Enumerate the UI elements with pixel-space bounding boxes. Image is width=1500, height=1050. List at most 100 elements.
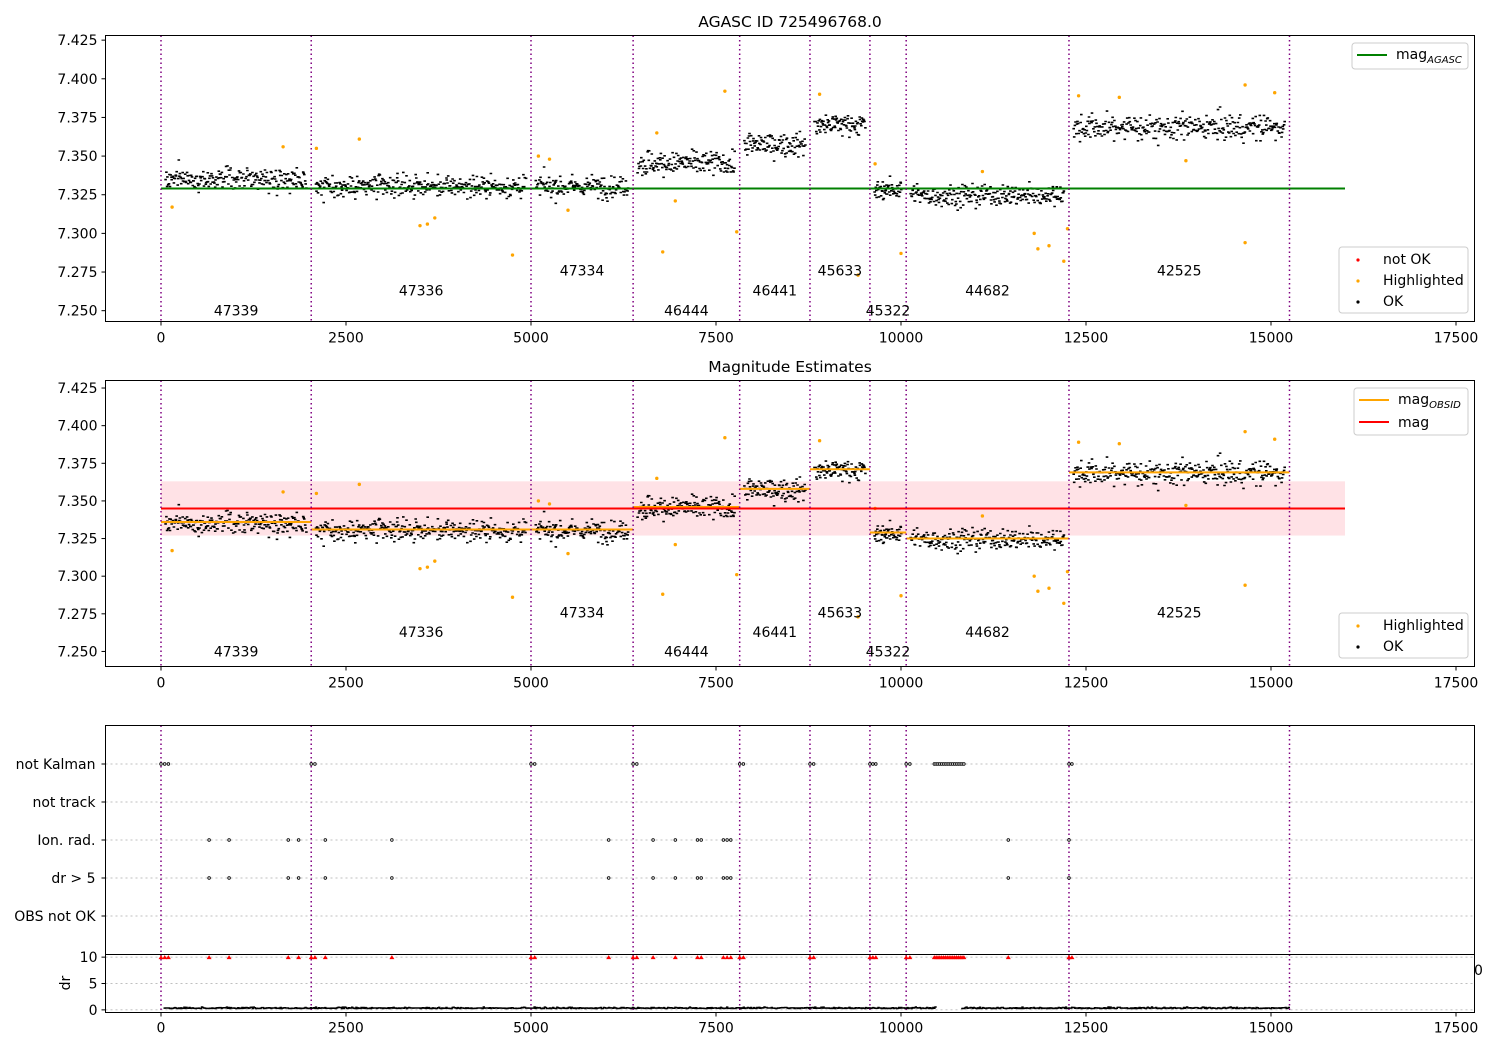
p4-flag-marker	[606, 955, 612, 960]
p2-highlighted-point	[170, 548, 174, 553]
p4-flag-marker	[158, 955, 164, 960]
p3-not-kalman-point	[166, 762, 171, 766]
p3-ion-rad-point	[390, 838, 394, 842]
p3-dr5-point	[699, 876, 703, 880]
p1-ok-points-obs-42525	[1072, 106, 1286, 147]
p2-point-legend-box	[1338, 612, 1469, 659]
p2-legend-highlighted: Highlighted	[1383, 618, 1464, 634]
p2-obsid-label: 47339	[214, 644, 259, 660]
p1-ok-points-obs-47339	[164, 159, 308, 197]
p4-xtick-label: 10000	[879, 1021, 924, 1037]
p2-ok-points-obs-44682	[909, 525, 1066, 555]
p4-flag-marker	[1005, 955, 1011, 960]
p2-xtick-label: 17500	[1434, 676, 1479, 692]
p2-legend-mag: mag	[1398, 415, 1429, 431]
p2-highlighted-point	[655, 476, 659, 481]
p2-ytick-label: 7.400	[57, 419, 97, 435]
p2-highlighted-point	[673, 542, 677, 547]
p3-not-kalman-point	[904, 762, 908, 766]
p4-ytick-label: 10	[80, 950, 98, 966]
p1-ytick-label: 7.350	[57, 149, 97, 165]
p4-flag-marker	[630, 955, 636, 960]
p3-not-kalman-point	[811, 762, 816, 766]
p1-obsid-label: 45322	[866, 304, 911, 320]
p3-dr5-point	[725, 876, 729, 880]
p3-not-kalman-point	[1067, 762, 1071, 766]
p3-ion-rad-point	[227, 838, 231, 842]
p2-highlighted-point	[547, 502, 552, 506]
p3-dr5-point	[323, 876, 327, 880]
p1-point-legend-box	[1338, 246, 1469, 314]
p3-dr5-point	[286, 876, 290, 880]
p2-obsid-label-layer: 47339 47336 47334 46444 46441 45633 45322 44682…	[214, 605, 1202, 660]
p1-highlighted-point	[856, 273, 860, 277]
p3-not-kalman-point	[529, 762, 533, 766]
p2-highlighted-point	[536, 499, 541, 503]
p4-frame	[105, 954, 1475, 1013]
p4-flag-marker	[206, 955, 212, 960]
p3-y-ticks: not Kalman not track Ion. rad. dr > 5 OBS no…	[14, 757, 106, 925]
p1-obsid-label: 47334	[560, 263, 605, 279]
p2-xtick-label: 15000	[1249, 676, 1294, 692]
p4-stray-tick-label: 0	[1474, 963, 1483, 979]
p2-highlighted-point	[314, 491, 319, 496]
p2-highlighted-point	[1243, 583, 1247, 587]
p1-highlighted-point	[1184, 159, 1188, 163]
p3-not-kalman-point	[871, 762, 875, 766]
p4-flag-marker	[737, 955, 743, 960]
p1-frame	[105, 35, 1475, 322]
p1-highlighted-point	[899, 251, 903, 256]
p2-legend-ok: OK	[1383, 639, 1404, 655]
p1-highlighted-point	[735, 230, 739, 234]
p4-xtick-label: 17500	[1434, 1021, 1479, 1037]
p1-obsid-label: 46441	[753, 284, 798, 300]
p1-highlighted-point	[314, 146, 319, 151]
p1-highlighted-point	[1076, 94, 1081, 98]
p3-ion-rad-point	[323, 838, 327, 842]
p4-flag-marker	[528, 955, 534, 960]
p1-xtick-label: 10000	[879, 331, 924, 347]
p2-ok-points-obs-47336	[314, 516, 528, 547]
p2-x-ticks: 0 2500 5000 7500 10000 12500 15000 17500	[157, 666, 1479, 692]
p4-ytick-label: 0	[89, 1003, 98, 1019]
p2-highlighted-point	[433, 559, 437, 563]
p4-flag-marker	[698, 955, 704, 960]
p3-not-kalman-point	[808, 762, 812, 766]
p1-legend-ok-marker	[1356, 300, 1360, 304]
p3-not-kalman-point	[908, 762, 912, 766]
p2-ytick-label: 7.275	[57, 607, 97, 623]
p3-dr5-point	[695, 876, 700, 880]
p3-dr5-point	[673, 876, 677, 880]
p3-ion-rad-point	[296, 838, 301, 842]
p3-dr5-point	[227, 876, 231, 880]
p1-highlighted-point	[1036, 247, 1040, 251]
p3-not-kalman-point	[313, 762, 317, 766]
p3-flag-points-layer	[159, 762, 1074, 880]
p1-legend-mag-agasc: magAGASC	[1396, 47, 1462, 66]
p2-highlighted-point	[661, 592, 665, 596]
p1-ok-points-obs-45633	[813, 114, 867, 139]
p2-ytick-label: 7.250	[57, 644, 97, 660]
p1-highlighted-point	[1273, 91, 1277, 95]
p2-highlighted-point	[899, 594, 903, 598]
p1-ok-points-obs-47334	[534, 166, 630, 205]
p3-ion-rad-point	[1067, 838, 1071, 842]
p1-obsid-label-layer: 47339 47336 47334 46444 46441 45633 45322 44682…	[214, 263, 1202, 319]
p2-highlighted-point	[1062, 601, 1066, 605]
p4-xtick-label: 0	[157, 1021, 166, 1037]
p3-ion-rad-point	[607, 838, 611, 842]
p4-ytick-label: 5	[89, 977, 98, 993]
p2-highlighted-point	[980, 514, 985, 518]
p4-flag-marker	[740, 955, 746, 960]
p3-not-kalman-point	[533, 762, 537, 766]
p1-obsid-label: 47339	[214, 304, 259, 320]
p1-highlighted-point	[673, 199, 677, 203]
p3-ion-rad-point	[673, 838, 677, 842]
p4-flag-marker	[695, 955, 700, 960]
p2-legend-ok-marker	[1356, 645, 1360, 649]
p4-flag-marker	[308, 955, 314, 960]
p3-not-kalman-point	[874, 762, 878, 766]
p3-ion-rad-point	[651, 838, 655, 842]
p1-highlighted-point	[418, 223, 422, 228]
